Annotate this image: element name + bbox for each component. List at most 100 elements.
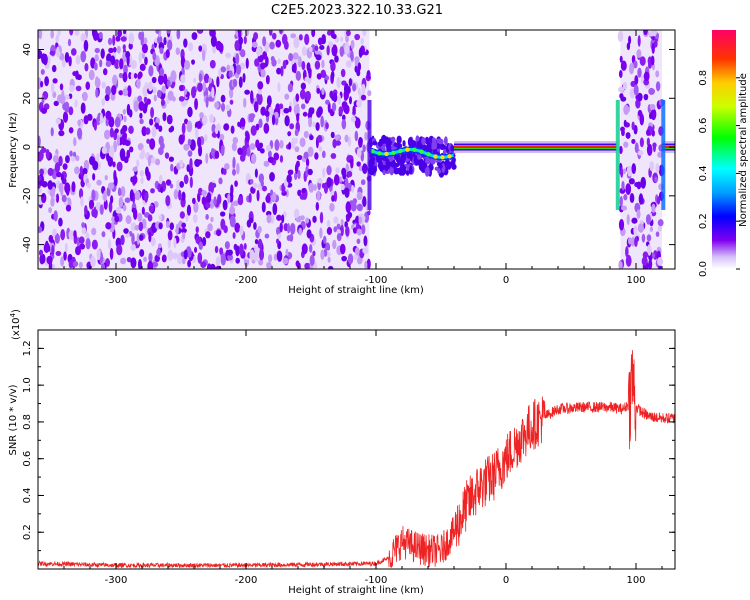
noise-blob [287,83,293,93]
noise-blob [655,163,660,174]
noise-blob [103,129,111,140]
spectrogram-spike [367,100,372,210]
noise-blob [294,172,298,181]
noise-blob [633,60,638,69]
noise-blob [639,137,644,148]
noise-blob [340,224,344,237]
noise-blob [232,156,236,169]
noise-blob [638,193,644,205]
trace-blob [377,160,384,170]
trace-blob [382,169,386,176]
noise-blob [210,216,214,223]
noise-blob [236,163,240,175]
trace-blob [377,140,383,147]
noise-blob [242,72,246,83]
snr-y-ticks: 0.2 0.4 0.6 0.8 1.0 1.2 [22,340,675,552]
noise-blob [623,104,630,116]
noise-blob [348,96,353,105]
noise-blob [307,168,313,176]
noise-blob [85,81,91,91]
noise-blob [277,233,282,239]
noise-blob [120,234,125,246]
noise-blob [116,135,121,147]
noise-blob [104,94,110,102]
noise-blob [264,233,270,239]
noise-blob [357,62,362,72]
noise-blob [203,73,210,84]
noise-blob [138,52,143,64]
noise-blob [235,53,240,65]
noise-blob [318,146,323,152]
noise-blob [356,203,363,212]
noise-blob [215,256,221,268]
noise-blob [236,64,242,75]
noise-blob [140,177,144,185]
noise-blob [176,179,181,192]
spectrogram-spike [615,100,620,210]
noise-blob [42,53,48,66]
noise-blob [237,121,241,127]
noise-blob [148,231,152,243]
noise-blob [226,64,231,73]
noise-blob [170,163,174,172]
noise-blob [288,142,292,150]
noise-blob [291,137,296,149]
noise-blob [116,45,121,54]
noise-blob [70,156,76,162]
noise-blob [647,61,652,69]
noise-blob [146,138,151,144]
noise-blob [351,184,355,193]
noise-blob [99,204,104,215]
noise-blob [165,195,171,207]
svg-text:(x104): (x104) [9,309,22,340]
noise-blob [620,205,628,211]
noise-blob [123,30,127,35]
noise-blob [304,262,311,269]
noise-blob [348,78,353,87]
noise-blob [248,217,254,224]
noise-blob [210,147,215,157]
noise-blob [38,30,43,40]
noise-blob [232,136,239,145]
noise-blob [622,82,628,90]
noise-blob [91,189,96,202]
noise-blob [243,243,247,250]
noise-blob [254,168,258,178]
noise-blob [249,113,256,119]
noise-blob [101,146,107,155]
noise-blob [83,115,89,125]
noise-blob [339,46,345,57]
noise-blob [628,178,635,185]
noise-blob [289,223,296,235]
noise-blob [303,130,309,139]
noise-blob [321,150,326,159]
noise-blob [108,201,113,213]
noise-blob [347,155,354,161]
snr-y-tick-label: 1.0 [22,377,33,393]
noise-blob [225,104,231,112]
noise-blob [194,98,198,111]
trace-blob [424,166,430,177]
noise-blob [169,222,175,231]
noise-blob [333,216,339,224]
noise-blob [315,201,319,211]
noise-blob [50,30,55,39]
noise-blob [47,167,54,176]
noise-blob [201,49,206,62]
snr-x-tick-label: 0 [503,575,509,586]
trace-blob [436,143,441,150]
noise-blob [620,126,625,132]
noise-blob [649,103,656,111]
noise-blob [214,126,219,135]
snr-marks [38,350,675,569]
noise-blob [149,138,156,150]
noise-blob [67,38,72,47]
noise-blob [205,152,209,164]
noise-blob [69,84,75,93]
noise-blob [88,156,96,166]
noise-blob [162,112,167,122]
noise-blob [175,47,181,55]
noise-blob [50,82,55,94]
noise-blob [272,192,277,202]
noise-blob [350,116,356,123]
